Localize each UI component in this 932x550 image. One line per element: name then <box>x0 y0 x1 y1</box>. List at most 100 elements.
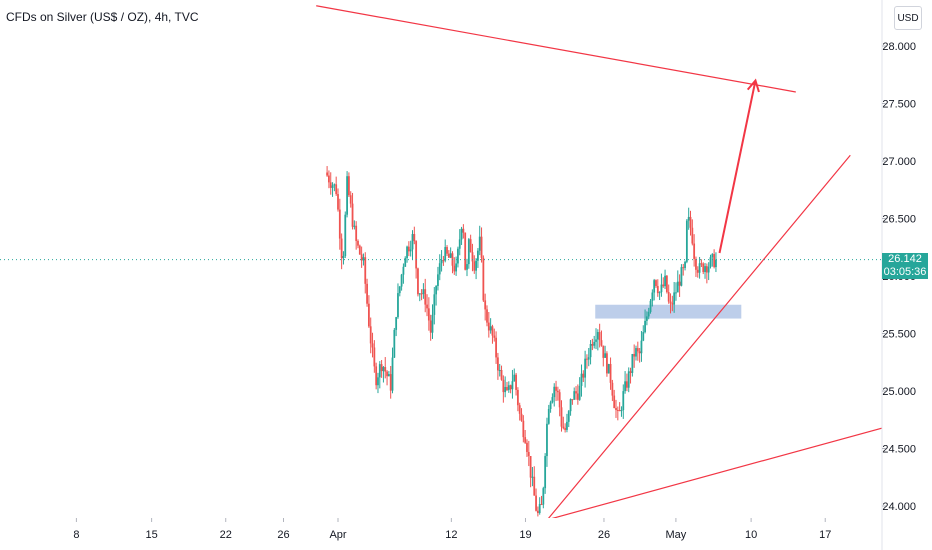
candle-body <box>387 374 390 377</box>
candle-body <box>660 284 663 293</box>
candle-body <box>420 293 423 295</box>
candle-body <box>667 292 670 302</box>
candle-body <box>482 257 485 301</box>
candle-body <box>685 220 688 262</box>
support-zone[interactable] <box>595 304 742 319</box>
candle-body <box>547 408 550 424</box>
candle-body <box>386 371 388 377</box>
candle-body <box>384 367 387 372</box>
candle-body <box>618 410 621 412</box>
candle-body <box>598 332 601 341</box>
candle-body <box>487 322 490 331</box>
candle-body <box>349 195 352 204</box>
upper-resistance-line[interactable] <box>316 5 796 93</box>
candle-body <box>326 172 328 176</box>
candle-body <box>702 263 705 273</box>
candle-body <box>566 421 568 430</box>
candle-body <box>671 303 674 305</box>
currency-button[interactable]: USD <box>894 6 922 30</box>
candle-body <box>673 292 676 305</box>
lower-support-line[interactable] <box>547 427 883 520</box>
x-tick-label: 10 <box>745 529 757 541</box>
projection-arrow-line[interactable] <box>718 80 757 254</box>
candle-body <box>502 379 505 393</box>
projection-arrow-head[interactable] <box>746 78 760 93</box>
candle-body <box>622 391 625 411</box>
y-tick-label: 24.500 <box>882 444 916 456</box>
candle-body <box>362 257 365 261</box>
candle-body <box>638 351 641 354</box>
candle-body <box>340 238 343 259</box>
y-tick-label: 25.000 <box>882 386 916 398</box>
candle-body <box>609 364 612 383</box>
candle-body <box>500 370 503 380</box>
candle-body <box>691 227 694 244</box>
candle-body <box>645 316 648 321</box>
candle-body <box>435 285 438 295</box>
candle-body <box>578 385 581 400</box>
candle-body <box>442 260 445 262</box>
candle-body <box>651 292 654 301</box>
candle-body <box>586 358 588 360</box>
candle-body <box>709 257 712 267</box>
candle-body <box>522 420 525 438</box>
candle-body <box>369 326 372 344</box>
candle-body <box>526 442 528 452</box>
time-axis[interactable]: 8 15 22 26 Apr 12 19 26 May 10 17 <box>73 518 831 541</box>
candle-body <box>358 245 361 255</box>
candle-body <box>367 303 370 327</box>
candle-body <box>602 345 605 358</box>
candle-body <box>687 216 690 221</box>
candle-body <box>433 294 436 315</box>
candle-body <box>495 337 497 358</box>
candle-body <box>693 243 696 259</box>
candle-body <box>616 409 619 411</box>
candle-body <box>393 329 396 358</box>
candle-body <box>417 268 419 295</box>
candle-body <box>411 234 414 250</box>
candle-body <box>466 264 468 270</box>
candle-body <box>518 405 521 414</box>
y-tick-label: 27.000 <box>882 156 916 168</box>
candle-body <box>460 228 463 240</box>
candle-body <box>469 239 472 253</box>
candle-body <box>427 308 430 321</box>
candle-body <box>346 176 348 215</box>
candle-body <box>593 341 596 346</box>
candle-body <box>542 488 545 505</box>
candle-body <box>604 353 607 358</box>
candle-body <box>444 247 447 261</box>
candle-body <box>415 241 418 269</box>
candle-body <box>329 182 332 188</box>
candle-body <box>611 382 614 396</box>
candle-body <box>587 357 590 360</box>
candle-body <box>426 304 428 309</box>
candle-body <box>484 300 487 310</box>
candle-body <box>351 203 354 227</box>
candle-body <box>620 410 623 412</box>
y-tick-label: 27.500 <box>882 99 916 111</box>
candle-body <box>424 289 427 305</box>
candle-body <box>595 339 597 342</box>
candle-body <box>698 263 701 273</box>
candle-body <box>544 456 547 489</box>
candle-body <box>607 364 610 374</box>
candle-body <box>404 258 407 267</box>
candle-body <box>516 389 519 406</box>
candle-body <box>458 239 461 249</box>
candle-body <box>328 175 330 183</box>
candle-body <box>413 234 416 242</box>
y-tick-label: 26.500 <box>882 214 916 226</box>
candle-body <box>669 301 672 304</box>
candle-body <box>627 371 630 388</box>
candle-body <box>429 320 432 333</box>
candle-body <box>555 386 557 391</box>
rising-support-line[interactable] <box>547 154 851 520</box>
candle-body <box>527 451 530 457</box>
price-axis[interactable]: 24.00024.50025.00025.50026.00026.50027.0… <box>882 41 916 513</box>
candle-body <box>644 320 646 333</box>
plot-area[interactable] <box>0 5 883 520</box>
candle-body <box>506 387 508 391</box>
candle-body <box>655 280 657 287</box>
